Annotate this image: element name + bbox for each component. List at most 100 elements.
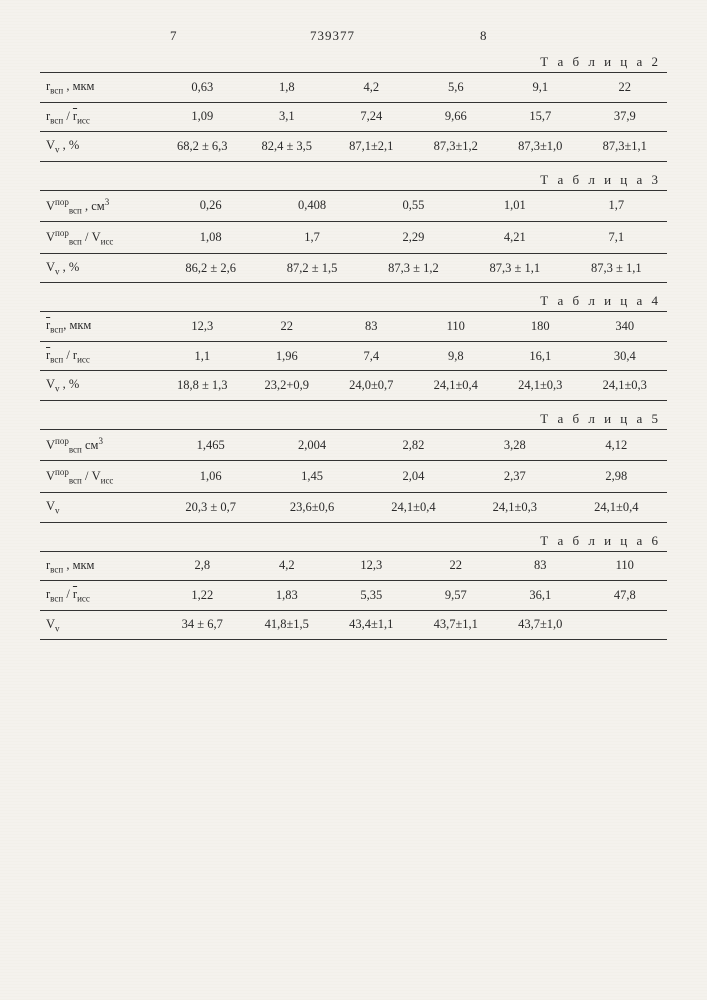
page: 7 739377 8 Т а б л и ц а 2rвсп , мкм0,63… <box>0 0 707 1000</box>
cell: 22 <box>414 552 499 581</box>
cell: 1,1 <box>160 341 245 371</box>
row-label: Vпорвсп , см3 <box>40 191 160 222</box>
cell: 15,7 <box>498 102 583 132</box>
cell: 0,63 <box>160 73 245 102</box>
document-number: 739377 <box>310 28 355 44</box>
cell: 340 <box>583 312 668 341</box>
cell: 1,45 <box>261 461 362 493</box>
cell: 24,1±0,4 <box>414 371 499 400</box>
row-label: Vv , % <box>40 253 160 282</box>
cell: 7,4 <box>329 341 414 371</box>
row-label: Vv <box>40 610 160 639</box>
cell: 2,29 <box>363 222 464 254</box>
cell: 87,3 ± 1,1 <box>566 253 667 282</box>
row-label: rвсп, мкм <box>40 312 160 341</box>
cell: 9,57 <box>414 581 499 611</box>
cell: 9,66 <box>414 102 499 132</box>
cell: 5,6 <box>414 73 499 102</box>
cell: 1,7 <box>566 191 667 222</box>
table-row: rвсп / rисс1,221,835,359,5736,147,8 <box>40 581 667 611</box>
row-label: rвсп / rисс <box>40 102 160 132</box>
table-row: rвсп , мкм0,631,84,25,69,122 <box>40 73 667 102</box>
data-table: rвсп, мкм12,32283110180340rвсп / rисс1,1… <box>40 311 667 401</box>
table-caption: Т а б л и ц а 5 <box>40 411 661 427</box>
cell: 87,1±2,1 <box>329 132 414 161</box>
cell: 87,3 ± 1,2 <box>363 253 464 282</box>
cell: 37,9 <box>583 102 668 132</box>
cell: 2,04 <box>363 461 464 493</box>
cell: 43,4±1,1 <box>329 610 414 639</box>
cell: 41,8±1,5 <box>245 610 330 639</box>
table-row: rвсп / rисс1,093,17,249,6615,737,9 <box>40 102 667 132</box>
cell: 7,24 <box>329 102 414 132</box>
cell: 1,8 <box>245 73 330 102</box>
row-label: Vv <box>40 493 160 522</box>
cell: 24,1±0,4 <box>566 493 667 522</box>
cell: 0,55 <box>363 191 464 222</box>
row-label: Vпорвсп / Vисс <box>40 461 160 493</box>
data-table: Vпорвсп , см30,260,4080,551,011,7Vпорвсп… <box>40 190 667 284</box>
row-label: Vv , % <box>40 371 160 400</box>
cell: 1,96 <box>245 341 330 371</box>
cell: 1,01 <box>464 191 565 222</box>
cell: 68,2 ± 6,3 <box>160 132 245 161</box>
cell: 24,1±0,4 <box>363 493 464 522</box>
cell: 1,08 <box>160 222 261 254</box>
cell: 86,2 ± 2,6 <box>160 253 261 282</box>
cell: 87,2 ± 1,5 <box>261 253 362 282</box>
cell <box>583 610 668 639</box>
cell: 9,1 <box>498 73 583 102</box>
cell: 30,4 <box>583 341 668 371</box>
table-row: Vv34 ± 6,741,8±1,543,4±1,143,7±1,143,7±1… <box>40 610 667 639</box>
cell: 20,3 ± 0,7 <box>160 493 261 522</box>
cell: 24,1±0,3 <box>498 371 583 400</box>
table-caption: Т а б л и ц а 3 <box>40 172 661 188</box>
cell: 22 <box>245 312 330 341</box>
cell: 2,004 <box>261 430 362 461</box>
table-row: rвсп / rисс1,11,967,49,816,130,4 <box>40 341 667 371</box>
table-row: Vпорвсп см31,4652,0042,823,284,12 <box>40 430 667 461</box>
cell: 0,408 <box>261 191 362 222</box>
table-row: Vпорвсп / Vисс1,081,72,294,217,1 <box>40 222 667 254</box>
cell: 2,8 <box>160 552 245 581</box>
data-table: rвсп , мкм0,631,84,25,69,122rвсп / rисс1… <box>40 72 667 162</box>
cell: 1,465 <box>160 430 261 461</box>
cell: 3,1 <box>245 102 330 132</box>
tables-container: Т а б л и ц а 2rвсп , мкм0,631,84,25,69,… <box>40 54 667 640</box>
row-label: rвсп , мкм <box>40 73 160 102</box>
data-table: rвсп , мкм2,84,212,32283110rвсп / rисс1,… <box>40 551 667 641</box>
cell: 1,09 <box>160 102 245 132</box>
cell: 7,1 <box>566 222 667 254</box>
cell: 34 ± 6,7 <box>160 610 245 639</box>
table-row: Vv , %18,8 ± 1,323,2+0,924,0±0,724,1±0,4… <box>40 371 667 400</box>
cell: 4,21 <box>464 222 565 254</box>
cell: 16,1 <box>498 341 583 371</box>
cell: 1,7 <box>261 222 362 254</box>
table-row: rвсп , мкм2,84,212,32283110 <box>40 552 667 581</box>
cell: 47,8 <box>583 581 668 611</box>
row-label: Vv , % <box>40 132 160 161</box>
cell: 1,06 <box>160 461 261 493</box>
cell: 87,3±1,0 <box>498 132 583 161</box>
cell: 43,7±1,1 <box>414 610 499 639</box>
row-label: rвсп , мкм <box>40 552 160 581</box>
table-row: Vv20,3 ± 0,723,6±0,624,1±0,424,1±0,324,1… <box>40 493 667 522</box>
cell: 83 <box>498 552 583 581</box>
cell: 43,7±1,0 <box>498 610 583 639</box>
cell: 3,28 <box>464 430 565 461</box>
cell: 12,3 <box>329 552 414 581</box>
cell: 110 <box>414 312 499 341</box>
table-row: rвсп, мкм12,32283110180340 <box>40 312 667 341</box>
cell: 2,98 <box>566 461 667 493</box>
table-row: Vv , %68,2 ± 6,382,4 ± 3,587,1±2,187,3±1… <box>40 132 667 161</box>
cell: 2,37 <box>464 461 565 493</box>
cell: 83 <box>329 312 414 341</box>
page-number-left: 7 <box>170 28 178 44</box>
data-table: Vпорвсп см31,4652,0042,823,284,12Vпорвсп… <box>40 429 667 523</box>
row-label: Vпорвсп / Vисс <box>40 222 160 254</box>
cell: 1,83 <box>245 581 330 611</box>
cell: 24,1±0,3 <box>583 371 668 400</box>
cell: 4,12 <box>566 430 667 461</box>
row-label: Vпорвсп см3 <box>40 430 160 461</box>
cell: 0,26 <box>160 191 261 222</box>
